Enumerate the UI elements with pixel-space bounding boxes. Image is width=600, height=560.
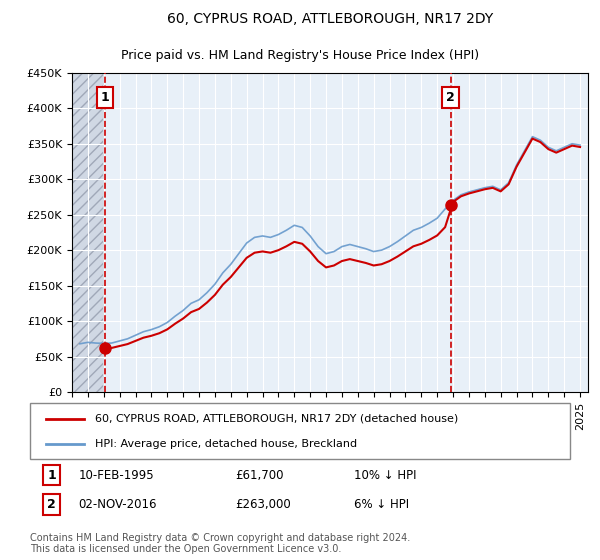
- Text: £263,000: £263,000: [235, 498, 291, 511]
- Text: 02-NOV-2016: 02-NOV-2016: [79, 498, 157, 511]
- Text: Contains HM Land Registry data © Crown copyright and database right 2024.
This d: Contains HM Land Registry data © Crown c…: [30, 533, 410, 554]
- Text: 10-FEB-1995: 10-FEB-1995: [79, 469, 154, 482]
- Title: 60, CYPRUS ROAD, ATTLEBOROUGH, NR17 2DY: 60, CYPRUS ROAD, ATTLEBOROUGH, NR17 2DY: [167, 12, 493, 26]
- Bar: [72, 73, 103, 392]
- Text: Price paid vs. HM Land Registry's House Price Index (HPI): Price paid vs. HM Land Registry's House …: [121, 49, 479, 62]
- Text: 1: 1: [47, 469, 56, 482]
- Text: 1: 1: [101, 91, 110, 104]
- Text: 10% ↓ HPI: 10% ↓ HPI: [354, 469, 416, 482]
- Text: 2: 2: [47, 498, 56, 511]
- Text: HPI: Average price, detached house, Breckland: HPI: Average price, detached house, Brec…: [95, 438, 357, 449]
- FancyBboxPatch shape: [30, 403, 570, 459]
- Text: 60, CYPRUS ROAD, ATTLEBOROUGH, NR17 2DY (detached house): 60, CYPRUS ROAD, ATTLEBOROUGH, NR17 2DY …: [95, 414, 458, 424]
- Text: 6% ↓ HPI: 6% ↓ HPI: [354, 498, 409, 511]
- Text: £61,700: £61,700: [235, 469, 284, 482]
- Bar: [72, 73, 103, 392]
- Text: 2: 2: [446, 91, 455, 104]
